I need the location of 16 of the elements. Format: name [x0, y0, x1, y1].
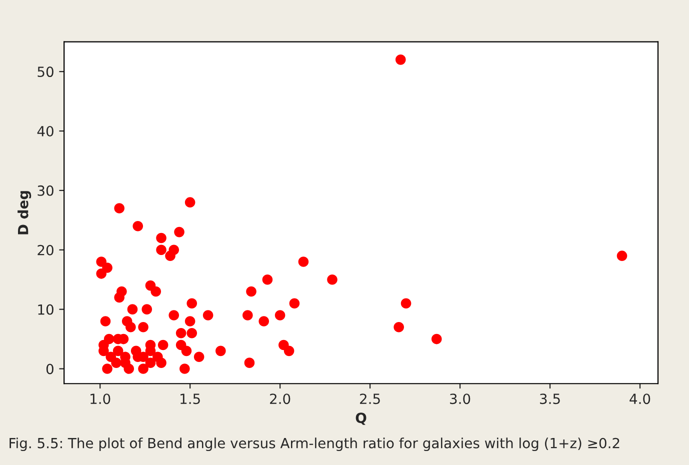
y-tick-label: 30 [38, 185, 54, 196]
x-tick-label: 1.0 [90, 394, 110, 404]
y-tick-label: 10 [38, 304, 54, 315]
x-axis-title: Q [356, 412, 366, 425]
y-tick-label: 20 [38, 244, 54, 256]
x-tick-label: 2.5 [360, 394, 380, 404]
x-tick-label: 3.5 [540, 394, 560, 404]
x-tick-label: 3.0 [450, 394, 470, 404]
y-tick-label: 40 [37, 126, 54, 136]
y-tick-label: 0 [46, 364, 54, 374]
caption: Fig. 5.5: The plot of Bend angle versus Arm-length ratio for galaxies with log (1+z) ≥0.2 [10, 438, 620, 452]
y-axis-title: D deg [18, 191, 32, 234]
x-tick-label: 1.5 [180, 394, 200, 404]
x-tick-label: 4.0 [630, 394, 650, 404]
y-tick-label: 50 [38, 66, 54, 78]
x-tick-label: 2.0 [270, 394, 290, 404]
